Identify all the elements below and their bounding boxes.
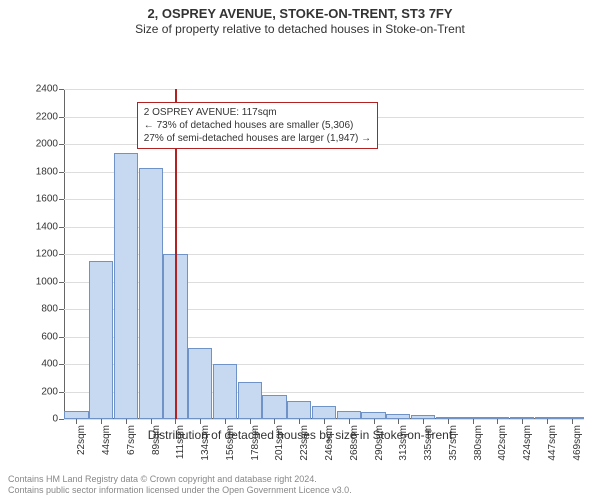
y-tick-label: 1000 xyxy=(36,276,58,287)
x-tick-mark xyxy=(274,419,275,424)
x-tick-mark xyxy=(250,419,251,424)
y-tick-label: 400 xyxy=(41,359,58,370)
x-tick-mark xyxy=(547,419,548,424)
histogram-bar xyxy=(287,401,311,419)
plot-area: 0200400600800100012001400160018002000220… xyxy=(64,89,584,419)
x-tick-mark xyxy=(126,419,127,424)
y-tick-mark xyxy=(59,282,64,283)
histogram-bar xyxy=(64,411,88,419)
y-tick-label: 1800 xyxy=(36,166,58,177)
x-tick-mark xyxy=(374,419,375,424)
y-tick-label: 0 xyxy=(52,414,58,425)
y-tick-label: 1600 xyxy=(36,194,58,205)
y-tick-mark xyxy=(59,199,64,200)
y-tick-label: 1200 xyxy=(36,249,58,260)
y-tick-mark xyxy=(59,309,64,310)
annotation-line: 27% of semi-detached houses are larger (… xyxy=(144,132,371,145)
y-tick-label: 200 xyxy=(41,386,58,397)
x-axis-label: Distribution of detached houses by size … xyxy=(0,428,600,442)
histogram-bar xyxy=(337,411,361,419)
y-tick-mark xyxy=(59,419,64,420)
y-tick-label: 2400 xyxy=(36,84,58,95)
y-tick-label: 2000 xyxy=(36,139,58,150)
y-tick-label: 600 xyxy=(41,331,58,342)
footer-line-2: Contains public sector information licen… xyxy=(8,485,352,496)
grid-line xyxy=(64,89,584,90)
x-tick-mark xyxy=(151,419,152,424)
y-tick-mark xyxy=(59,89,64,90)
x-tick-mark xyxy=(349,419,350,424)
annotation-line: 2 OSPREY AVENUE: 117sqm xyxy=(144,106,371,119)
chart-area: Number of detached properties 0200400600… xyxy=(0,41,600,469)
x-tick-mark xyxy=(398,419,399,424)
chart-title: 2, OSPREY AVENUE, STOKE-ON-TRENT, ST3 7F… xyxy=(0,0,600,22)
y-tick-mark xyxy=(59,392,64,393)
y-tick-mark xyxy=(59,254,64,255)
histogram-bar xyxy=(213,364,237,419)
histogram-bar xyxy=(139,168,163,420)
y-tick-label: 2200 xyxy=(36,111,58,122)
y-tick-mark xyxy=(59,227,64,228)
y-tick-label: 1400 xyxy=(36,221,58,232)
chart-subtitle: Size of property relative to detached ho… xyxy=(0,22,600,41)
x-tick-mark xyxy=(497,419,498,424)
x-tick-mark xyxy=(175,419,176,424)
x-tick-mark xyxy=(448,419,449,424)
x-tick-mark xyxy=(200,419,201,424)
x-tick-mark xyxy=(572,419,573,424)
y-tick-mark xyxy=(59,364,64,365)
histogram-bar xyxy=(262,395,286,420)
footer-line-1: Contains HM Land Registry data © Crown c… xyxy=(8,474,352,485)
x-tick-mark xyxy=(522,419,523,424)
x-tick-mark xyxy=(225,419,226,424)
y-tick-mark xyxy=(59,144,64,145)
histogram-bar xyxy=(89,261,113,419)
x-tick-mark xyxy=(324,419,325,424)
histogram-bar xyxy=(114,153,138,420)
x-tick-mark xyxy=(101,419,102,424)
histogram-bar xyxy=(361,412,385,419)
y-tick-mark xyxy=(59,117,64,118)
annotation-box: 2 OSPREY AVENUE: 117sqm← 73% of detached… xyxy=(137,102,378,149)
histogram-bar xyxy=(238,382,262,419)
x-tick-mark xyxy=(299,419,300,424)
x-tick-mark xyxy=(423,419,424,424)
y-tick-label: 800 xyxy=(41,304,58,315)
histogram-bar xyxy=(312,406,336,420)
histogram-bar xyxy=(188,348,212,420)
y-tick-mark xyxy=(59,337,64,338)
annotation-line: ← 73% of detached houses are smaller (5,… xyxy=(144,119,371,132)
footer-attribution: Contains HM Land Registry data © Crown c… xyxy=(8,474,352,497)
y-tick-mark xyxy=(59,172,64,173)
x-tick-mark xyxy=(76,419,77,424)
x-tick-mark xyxy=(473,419,474,424)
